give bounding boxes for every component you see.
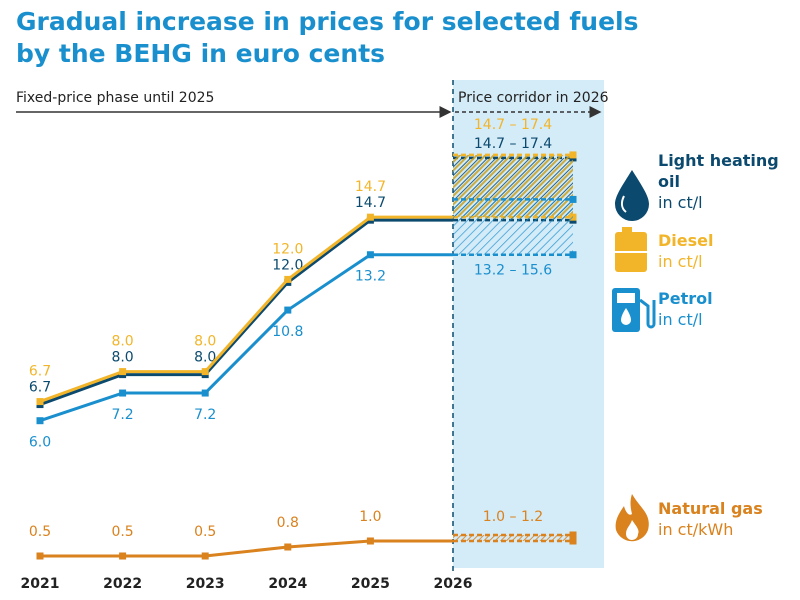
corridor-background bbox=[453, 80, 604, 568]
series-line bbox=[39, 253, 453, 423]
data-label: 6.7 bbox=[29, 364, 51, 380]
corridor-label: 1.0 – 1.2 bbox=[483, 509, 543, 525]
data-label: 0.5 bbox=[111, 524, 133, 540]
x-tick-label: 2026 bbox=[434, 576, 473, 592]
corridor-marker bbox=[569, 251, 577, 259]
legend-unit: in ct/l bbox=[658, 252, 703, 271]
annotation: Fixed-price phase until 2025 bbox=[16, 90, 214, 106]
x-tick-label: 2025 bbox=[351, 576, 390, 592]
price-corridor bbox=[453, 199, 573, 255]
petrol-icon-window bbox=[617, 293, 635, 303]
title-line: Gradual increase in prices for selected … bbox=[16, 7, 639, 36]
data-label: 8.0 bbox=[194, 334, 216, 350]
legend-unit: in ct/l bbox=[658, 193, 703, 212]
data-point bbox=[36, 398, 44, 406]
data-label: 6.7 bbox=[29, 380, 51, 396]
legend-entry: Light heating oil in ct/l bbox=[658, 150, 788, 213]
corridor-label: 14.7 – 17.4 bbox=[474, 117, 552, 133]
data-label: 13.2 bbox=[355, 269, 386, 285]
data-point bbox=[36, 552, 44, 560]
data-label: 0.5 bbox=[29, 524, 51, 540]
corridor-marker bbox=[569, 151, 577, 159]
corridor-marker bbox=[569, 195, 577, 203]
data-label: 8.0 bbox=[194, 350, 216, 366]
data-point bbox=[366, 537, 374, 545]
gas-icon bbox=[615, 494, 649, 542]
data-label: 14.7 bbox=[355, 195, 386, 211]
legend-name: Petrol bbox=[658, 289, 713, 308]
data-label: 6.0 bbox=[29, 435, 51, 451]
oil-icon-shine bbox=[620, 195, 627, 213]
data-label: 7.2 bbox=[194, 407, 216, 423]
legend-name: Diesel bbox=[658, 231, 714, 250]
legend-entry: Natural gas in ct/kWh bbox=[658, 498, 788, 540]
data-point bbox=[119, 368, 127, 376]
legend-name: Natural gas bbox=[658, 499, 763, 518]
price-corridor bbox=[453, 535, 573, 541]
series-line bbox=[39, 218, 453, 406]
x-tick-label: 2021 bbox=[21, 576, 60, 592]
series-line bbox=[39, 215, 453, 403]
data-label: 0.8 bbox=[277, 515, 299, 531]
data-label: 1.0 bbox=[359, 509, 381, 525]
data-label: 10.8 bbox=[272, 324, 303, 340]
legend-unit: in ct/l bbox=[658, 310, 703, 329]
x-tick-label: 2022 bbox=[103, 576, 142, 592]
corridor-label: 13.2 – 15.6 bbox=[474, 263, 552, 279]
petrol-icon-drop bbox=[621, 308, 631, 325]
series-line bbox=[40, 539, 453, 558]
oil-icon bbox=[615, 170, 649, 221]
data-label: 8.0 bbox=[111, 350, 133, 366]
data-point bbox=[119, 552, 127, 560]
data-label: 0.5 bbox=[194, 524, 216, 540]
data-point bbox=[36, 417, 44, 425]
data-point bbox=[284, 306, 292, 314]
data-label: 12.0 bbox=[272, 241, 303, 257]
chart-title: Gradual increase in prices for selected … bbox=[16, 6, 639, 70]
corridor-marker bbox=[569, 531, 577, 539]
data-label: 14.7 bbox=[355, 179, 386, 195]
data-label: 8.0 bbox=[111, 334, 133, 350]
legend-name: Light heating oil bbox=[658, 151, 779, 191]
legend-entry: Diesel in ct/l bbox=[658, 230, 788, 272]
annotation: Price corridor in 2026 bbox=[458, 90, 609, 106]
data-label: 7.2 bbox=[111, 407, 133, 423]
legend-entry: Petrol in ct/l bbox=[658, 288, 788, 330]
data-point bbox=[366, 251, 374, 259]
corridor-label: 14.7 – 17.4 bbox=[474, 136, 552, 152]
data-point bbox=[284, 275, 292, 283]
data-point bbox=[119, 389, 127, 397]
gas-icon-core bbox=[626, 520, 639, 540]
title-line: by the BEHG in euro cents bbox=[16, 39, 386, 68]
data-point bbox=[201, 552, 209, 560]
legend-unit: in ct/kWh bbox=[658, 520, 734, 539]
data-point bbox=[366, 213, 374, 221]
petrol-icon-hose bbox=[639, 298, 656, 329]
data-label: 12.0 bbox=[272, 257, 303, 273]
data-point bbox=[201, 368, 209, 376]
x-tick-label: 2024 bbox=[268, 576, 307, 592]
corridor-marker bbox=[569, 537, 577, 545]
data-point bbox=[284, 543, 292, 551]
data-point bbox=[201, 389, 209, 397]
x-tick-label: 2023 bbox=[186, 576, 225, 592]
diesel-icon-cap bbox=[622, 227, 632, 233]
